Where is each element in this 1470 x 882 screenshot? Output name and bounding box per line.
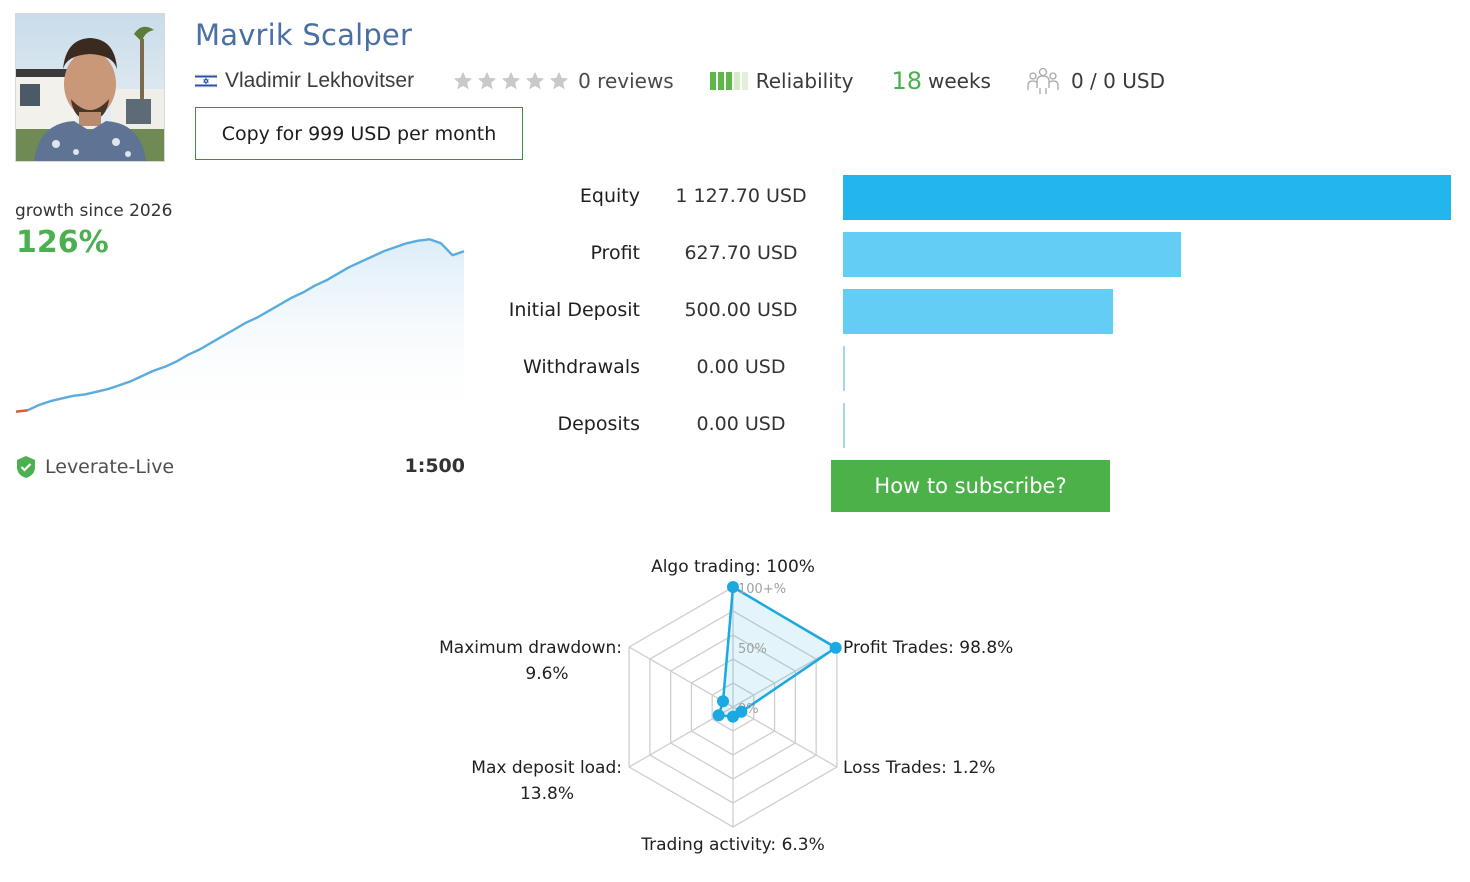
- reviews-link[interactable]: 0 reviews: [578, 69, 674, 93]
- israel-flag-icon: [195, 74, 217, 88]
- radar-point: [829, 641, 842, 654]
- star-icon: [477, 71, 497, 90]
- fin-label: Equity: [579, 185, 640, 207]
- fin-value: 500.00 USD: [684, 299, 798, 321]
- copy-button[interactable]: Copy for 999 USD per month: [195, 107, 523, 160]
- radar-axis-label: Profit Trades: 98.8%: [843, 638, 1013, 658]
- growth-negative-segment: [15, 409, 28, 413]
- signal-meta-row: Vladimir Lekhovitser 0 reviews Reliabili…: [195, 66, 1165, 96]
- radar-tick-label: 100+%: [738, 582, 786, 597]
- subscribers-icon: [1027, 67, 1059, 94]
- fin-label: Withdrawals: [522, 356, 640, 378]
- fin-label: Profit: [590, 242, 640, 264]
- radar-point: [717, 695, 730, 708]
- growth-line: [15, 238, 465, 413]
- fin-label: Initial Deposit: [508, 299, 640, 321]
- leverage-value: 1:500: [404, 455, 465, 477]
- growth-chart[interactable]: [15, 233, 467, 423]
- reliability-label[interactable]: Reliability: [755, 69, 854, 93]
- radar-point: [727, 581, 739, 593]
- fin-bar: [843, 346, 845, 391]
- radar-axis-label: Max deposit load:: [471, 758, 622, 778]
- fin-bar: [843, 289, 1113, 334]
- reliability-bars-icon: [709, 72, 748, 90]
- weeks-label: weeks: [928, 69, 991, 93]
- growth-area: [16, 239, 464, 423]
- author-name[interactable]: Vladimir Lekhovitser: [225, 69, 415, 92]
- radar-spoke: [732, 646, 838, 708]
- radar-axis-label: Maximum drawdown:: [439, 638, 622, 658]
- radar-axis-label: Algo trading: 100%: [651, 557, 815, 577]
- signal-title[interactable]: Mavrik Scalper: [195, 18, 413, 52]
- radar-axis-value: 9.6%: [525, 664, 568, 684]
- radar-point: [727, 710, 739, 723]
- fin-bar: [843, 175, 1451, 220]
- radar-spoke: [732, 706, 838, 768]
- rating-stars[interactable]: [452, 70, 570, 92]
- radar-axis-label: Trading activity: 6.3%: [640, 835, 825, 855]
- fin-value: 0.00 USD: [696, 356, 786, 378]
- radar-tick-label: 50%: [738, 642, 767, 657]
- radar-spoke: [628, 646, 734, 708]
- fin-value: 1 127.70 USD: [675, 185, 807, 207]
- star-icon: [453, 71, 473, 90]
- radar-chart: 0%50%100+%Algo trading: 100%Profit Trade…: [439, 557, 1013, 855]
- weeks-value: 18: [891, 67, 922, 95]
- verified-shield-icon: [17, 456, 35, 478]
- star-icon: [501, 71, 521, 90]
- growth-label: growth since 2026: [15, 201, 173, 221]
- radar-axis-value: 13.8%: [520, 784, 574, 804]
- growth-value: 126%: [16, 225, 109, 260]
- author-avatar[interactable]: [15, 13, 165, 162]
- radar-axis-label: Loss Trades: 1.2%: [843, 758, 995, 778]
- radar-point: [712, 709, 725, 722]
- star-icon: [549, 71, 569, 90]
- fin-bar: [843, 232, 1182, 277]
- fin-value: 627.70 USD: [684, 242, 798, 264]
- broker-link[interactable]: Leverate-Live: [15, 455, 174, 479]
- fin-label: Deposits: [557, 413, 640, 435]
- radar-data-area: [717, 585, 837, 718]
- broker-name: Leverate-Live: [45, 456, 175, 478]
- fin-bar: [843, 403, 845, 448]
- how-to-subscribe-button[interactable]: How to subscribe?: [831, 460, 1110, 512]
- star-icon: [525, 71, 545, 90]
- subscribers-value: 0 / 0 USD: [1070, 69, 1165, 93]
- fin-value: 0.00 USD: [696, 413, 786, 435]
